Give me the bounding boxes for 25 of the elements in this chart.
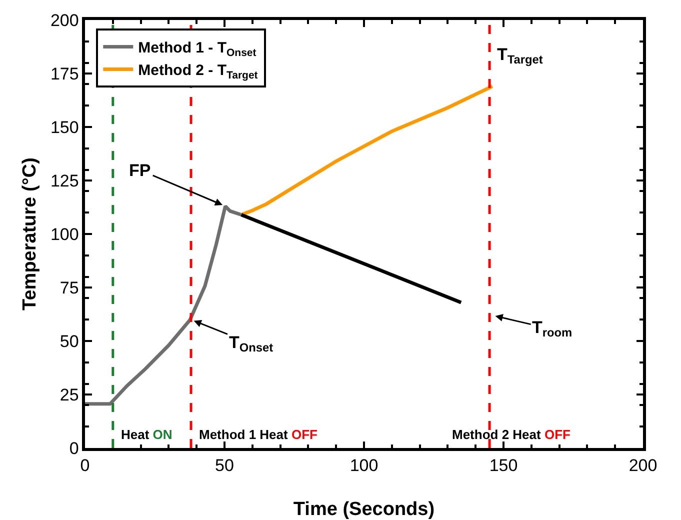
y-tick-label: 75 [60,278,79,298]
y-axis-title: Temperature (°C) [20,158,40,310]
y-tick-label: 25 [60,385,79,404]
x-axis-title: Time (Seconds) [293,499,435,520]
ref-line-label: Heat ON [121,427,172,442]
line-series [239,84,494,216]
annotation: FP [129,161,151,180]
legend-label: Method 2 - T$_{Target}$ [138,62,258,82]
y-tick-label: 200 [50,10,79,30]
ref-line-label: Method 1 Heat OFF [199,427,318,442]
y-tick-label: 50 [60,332,79,351]
ref-line-label: Method 2 Heat OFF [452,427,571,442]
y-tick-label: 175 [50,64,79,84]
annotation: T$_{Target}$ [497,45,543,67]
x-tick-label: 50 [215,456,234,476]
x-tick-label: 200 [628,456,658,476]
annotation: T$_{room}$ [532,318,572,340]
x-tick-label: 150 [489,456,518,476]
y-tick-label: 100 [50,224,79,244]
y-tick-label: 0 [69,438,79,458]
y-tick-label: 150 [50,118,79,137]
legend-label: Method 1 - T$_{Onset}$ [138,40,257,59]
y-tick-label: 125 [50,171,79,190]
x-tick-label: 100 [350,456,378,476]
annotation: T$_{Onset}$ [229,333,274,355]
